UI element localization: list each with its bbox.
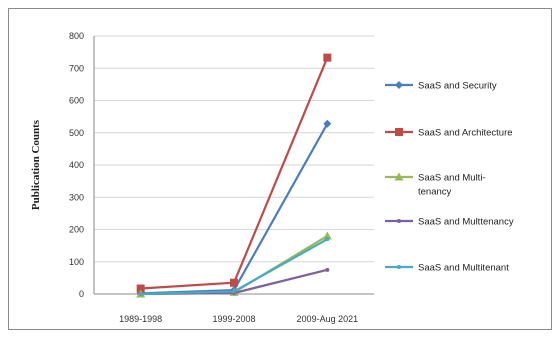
x-tick-label: 1999-2008 [212,314,255,324]
legend-marker-2 [395,128,403,136]
data-point-series-5 [138,292,143,296]
y-tick-label: 700 [69,63,84,73]
y-tick-label: 100 [69,257,84,267]
y-tick-label: 0 [79,289,84,299]
legend-label-1: SaaS and Security [418,81,497,92]
data-point-series-2 [136,284,145,293]
y-tick-label: 400 [69,160,84,170]
y-tick-label: 600 [69,96,84,106]
line-chart: 0 100 200 300 400 500 600 700 800 1989-1998 1999-2… [30,31,514,324]
y-tick-label: 800 [69,31,84,41]
legend-marker-3 [394,172,404,181]
x-tick-label: 2009-Aug 2021 [297,314,359,324]
legend-marker-1 [395,81,403,89]
data-point-series-4 [325,267,330,272]
chart-frame: 0 100 200 300 400 500 600 700 800 1989-1998 1999-2… [8,8,552,330]
series-line-1 [139,122,329,295]
legend-label-4: SaaS and Multtenancy [418,217,514,228]
data-point-series-5 [232,289,236,294]
y-tick-label: 500 [69,128,84,138]
data-point-series-2 [230,278,238,287]
legend-marker-4 [397,219,401,223]
x-tick-label: 1989-1998 [119,314,162,324]
data-point-series-2 [323,53,332,62]
data-point-series-5 [325,237,330,242]
y-tick-label: 200 [69,225,84,235]
legend-label-5: SaaS and Multitenant [418,263,509,274]
legend-label-3: tenancy [418,187,452,198]
legend-marker-5 [397,265,401,269]
legend-label-3: SaaS and Multi- [418,173,486,184]
y-tick-label: 300 [69,192,84,202]
data-point-series-1 [323,119,332,128]
y-axis-title: Publication Counts [30,119,42,210]
data-point-series-3 [322,231,332,240]
legend-label-2: SaaS and Architecture [418,128,513,139]
